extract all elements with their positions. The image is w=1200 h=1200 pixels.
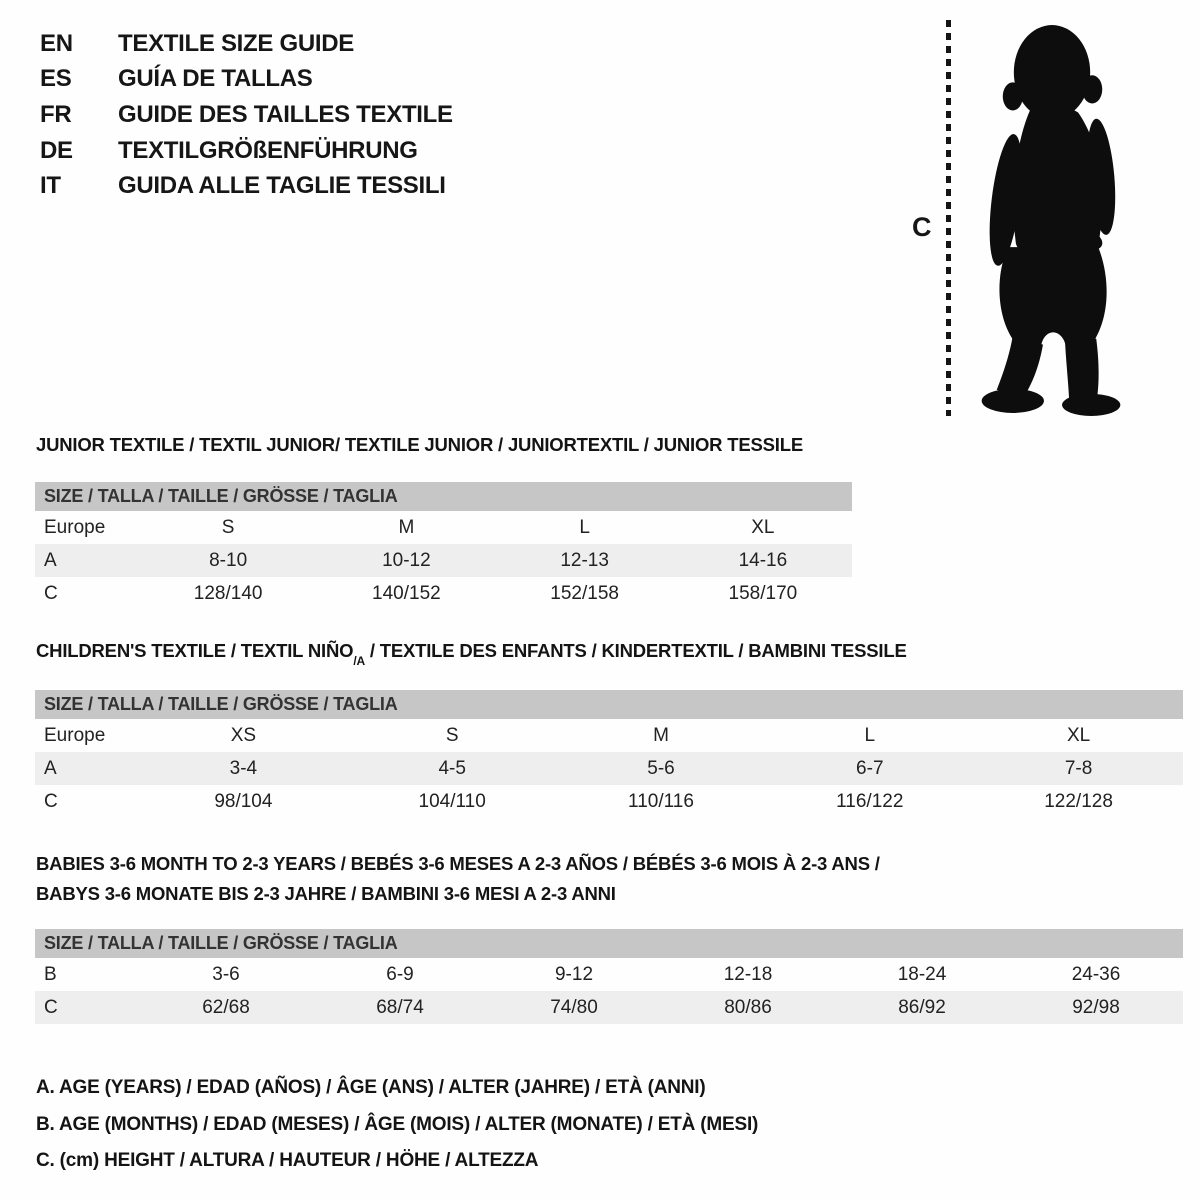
table-cell: 24-36 bbox=[1071, 964, 1121, 985]
row-label: A bbox=[44, 550, 57, 571]
language-row: IT GUIDA ALLE TAGLIE TESSILI bbox=[40, 168, 453, 204]
table-row: B 3-6 6-9 9-12 12-18 18-24 24-36 bbox=[35, 958, 1183, 991]
row-label: Europe bbox=[44, 725, 106, 746]
table-cell: L bbox=[579, 517, 590, 538]
table-cell: 74/80 bbox=[550, 997, 598, 1018]
table-cell: L bbox=[864, 725, 876, 746]
table-cell: 3-4 bbox=[229, 758, 258, 779]
toddler-silhouette-figure bbox=[981, 25, 1121, 416]
table-cell: 158/170 bbox=[728, 583, 798, 604]
row-label: Europe bbox=[44, 517, 106, 538]
language-title: TEXTILE SIZE GUIDE bbox=[118, 29, 354, 57]
language-title: TEXTILGRÖßENFÜHRUNG bbox=[118, 136, 418, 164]
height-measure-line bbox=[946, 20, 951, 416]
table-cell: M bbox=[398, 517, 415, 538]
language-row: DE TEXTILGRÖßENFÜHRUNG bbox=[40, 133, 453, 169]
row-label: B bbox=[44, 964, 57, 985]
language-title: GUÍA DE TALLAS bbox=[118, 65, 313, 93]
table-row: A 3-4 4-5 5-6 6-7 7-8 bbox=[35, 752, 1183, 785]
footnote-line: C. (cm) HEIGHT / ALTURA / HAUTEUR / HÖHE… bbox=[36, 1150, 539, 1171]
table-cell: 68/74 bbox=[376, 997, 424, 1018]
table-cell: 5-6 bbox=[647, 758, 675, 779]
row-label: C bbox=[44, 791, 58, 812]
section-title-children: CHILDREN'S TEXTILE / TEXTIL NIÑO/A / TEX… bbox=[36, 640, 907, 668]
table-cell: 3-6 bbox=[212, 964, 240, 985]
table-cell: 12-13 bbox=[560, 550, 609, 571]
table-cell: S bbox=[445, 725, 459, 746]
language-code: FR bbox=[40, 100, 72, 128]
language-code: DE bbox=[40, 136, 73, 164]
language-code: EN bbox=[40, 29, 73, 57]
table-cell: XS bbox=[230, 725, 257, 746]
section-title-babies: BABIES 3-6 MONTH TO 2-3 YEARS / BEBÉS 3-… bbox=[36, 849, 880, 909]
table-cell: 62/68 bbox=[202, 997, 250, 1018]
section-title-junior: JUNIOR TEXTILE / TEXTIL JUNIOR/ TEXTILE … bbox=[36, 434, 803, 455]
title-text: CHILDREN'S TEXTILE / TEXTIL NIÑO bbox=[36, 640, 354, 661]
language-title: GUIDA ALLE TAGLIE TESSILI bbox=[118, 172, 446, 200]
table-cell: 80/86 bbox=[724, 997, 772, 1018]
size-header-band: SIZE / TALLA / TAILLE / GRÖSSE / TAGLIA bbox=[35, 690, 1183, 719]
table-cell: 14-16 bbox=[738, 550, 788, 571]
table-cell: 110/116 bbox=[628, 791, 694, 812]
language-title: GUIDE DES TAILLES TEXTILE bbox=[118, 100, 453, 128]
table-row: C 128/140 140/152 152/158 158/170 bbox=[35, 577, 852, 610]
measure-label-c: C bbox=[912, 212, 932, 242]
table-cell: 8-10 bbox=[209, 550, 248, 571]
table-row: C 62/68 68/74 74/80 80/86 86/92 92/98 bbox=[35, 991, 1183, 1024]
footnote-line: B. AGE (MONTHS) / EDAD (MESES) / ÂGE (MO… bbox=[36, 1113, 759, 1135]
title-line: BABYS 3-6 MONATE BIS 2-3 JAHRE / BAMBINI… bbox=[36, 883, 616, 904]
table-row: A 8-10 10-12 12-13 14-16 bbox=[35, 544, 852, 577]
table-cell: 116/122 bbox=[836, 791, 904, 812]
table-cell: 9-12 bbox=[554, 964, 594, 985]
junior-size-table: SIZE / TALLA / TAILLE / GRÖSSE / TAGLIA … bbox=[35, 482, 852, 610]
table-cell: 128/140 bbox=[193, 583, 263, 604]
table-cell: 104/110 bbox=[418, 791, 486, 812]
language-code: ES bbox=[40, 65, 72, 93]
table-row: Europe S M L XL bbox=[35, 511, 852, 544]
table-cell: 140/152 bbox=[372, 583, 441, 604]
language-row: FR GUIDE DES TAILLES TEXTILE bbox=[40, 97, 453, 133]
language-row: ES GUÍA DE TALLAS bbox=[40, 62, 453, 98]
table-cell: 4-5 bbox=[438, 758, 466, 779]
table-row: C 98/104 104/110 110/116 116/122 122/128 bbox=[35, 785, 1183, 818]
language-code: IT bbox=[40, 172, 61, 200]
table-cell: 122/128 bbox=[1044, 791, 1113, 812]
language-title-list: EN TEXTILE SIZE GUIDE ES GUÍA DE TALLAS … bbox=[40, 26, 453, 204]
table-cell: 10-12 bbox=[382, 550, 431, 571]
table-cell: 92/98 bbox=[1072, 997, 1120, 1018]
footnote-line: A. AGE (YEARS) / EDAD (AÑOS) / ÂGE (ANS)… bbox=[36, 1077, 706, 1098]
table-cell: 12-18 bbox=[723, 964, 773, 985]
footnotes: A. AGE (YEARS) / EDAD (AÑOS) / ÂGE (ANS)… bbox=[36, 1070, 758, 1180]
row-label: C bbox=[44, 997, 58, 1018]
title-line: BABIES 3-6 MONTH TO 2-3 YEARS / BEBÉS 3-… bbox=[36, 853, 880, 874]
table-cell: 86/92 bbox=[898, 997, 946, 1018]
table-cell: M bbox=[653, 725, 669, 746]
table-cell: XL bbox=[1066, 725, 1091, 746]
table-cell: S bbox=[221, 517, 235, 538]
language-row: EN TEXTILE SIZE GUIDE bbox=[40, 26, 453, 62]
table-cell: 6-9 bbox=[386, 964, 414, 985]
table-cell: 6-7 bbox=[856, 758, 884, 779]
title-text: / TEXTILE DES ENFANTS / KINDERTEXTIL / B… bbox=[364, 640, 907, 661]
table-cell: 7-8 bbox=[1064, 758, 1093, 779]
table-cell: XL bbox=[751, 517, 775, 538]
row-label: A bbox=[44, 758, 57, 779]
table-cell: 152/158 bbox=[550, 583, 619, 604]
babies-size-table: SIZE / TALLA / TAILLE / GRÖSSE / TAGLIA … bbox=[35, 929, 1183, 1024]
table-cell: 98/104 bbox=[214, 791, 273, 812]
size-header-band: SIZE / TALLA / TAILLE / GRÖSSE / TAGLIA bbox=[35, 929, 1183, 958]
title-subscript: /A bbox=[353, 653, 365, 668]
size-header-band: SIZE / TALLA / TAILLE / GRÖSSE / TAGLIA bbox=[35, 482, 852, 511]
children-size-table: SIZE / TALLA / TAILLE / GRÖSSE / TAGLIA … bbox=[35, 690, 1183, 818]
table-row: Europe XS S M L XL bbox=[35, 719, 1183, 752]
table-cell: 18-24 bbox=[897, 964, 947, 985]
row-label: C bbox=[44, 583, 58, 604]
